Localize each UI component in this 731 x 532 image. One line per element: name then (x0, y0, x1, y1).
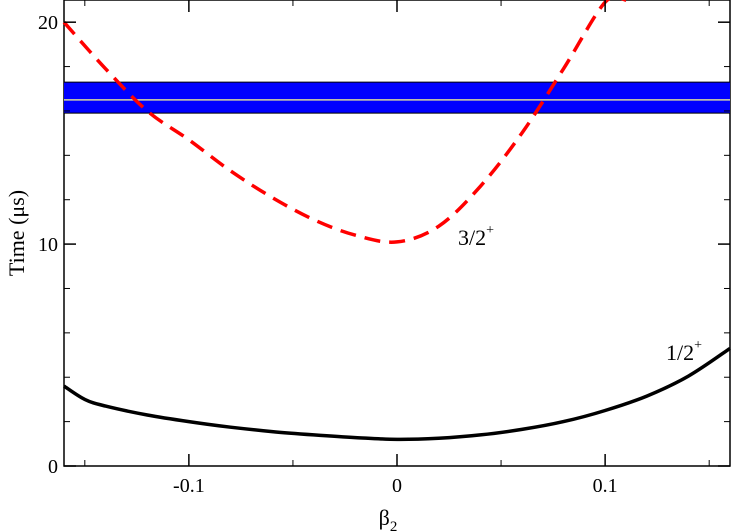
x-axis-title: β2 (379, 505, 398, 532)
series-label-1-2-plus: 1/2+ (666, 338, 702, 365)
x-tick-label: -0.1 (173, 475, 205, 497)
plot-frame (63, 0, 731, 467)
series-label-3-2-plus: 3/2+ (458, 223, 494, 250)
y-tick-label: 10 (38, 234, 58, 256)
y-axis-title: Time (μs) (4, 190, 29, 276)
ticks-layer: -0.1 0 0.1 0 10 20 (38, 0, 730, 497)
curves-layer (62, 0, 731, 442)
series-line-1 (63, 346, 731, 442)
series-line-0 (62, 0, 627, 244)
y-tick-label: 0 (48, 456, 58, 478)
x-tick-label: 0 (392, 475, 402, 497)
band-layer (64, 81, 730, 114)
y-tick-label: 20 (38, 12, 58, 34)
band-fill (64, 82, 730, 114)
x-tick-label: 0.1 (593, 475, 618, 497)
